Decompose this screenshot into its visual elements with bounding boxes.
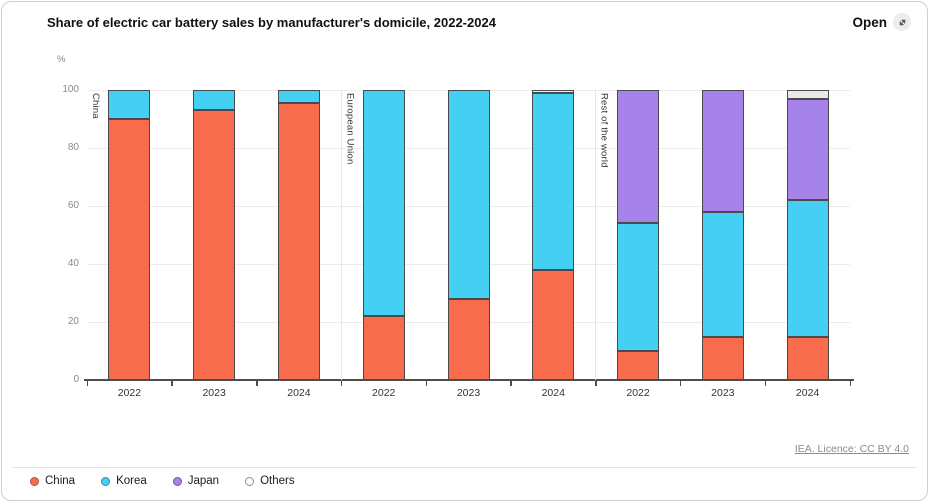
legend-item-korea[interactable]: Korea [101,475,147,487]
legend: China Korea Japan Others [30,475,295,487]
bar-segment[interactable] [193,110,236,380]
group-label: European Union [344,93,356,165]
plot-area: 0 20 40 60 80 100 China 2022 2023 2024 European Un… [62,84,854,399]
expand-diagonal-arrow-icon [893,13,911,31]
legend-item-japan[interactable]: Japan [172,475,220,487]
bar-segment[interactable] [532,90,575,93]
bar-segment[interactable] [277,90,320,104]
legend-label: China [45,475,76,487]
open-button-label: Open [852,14,887,30]
x-axis-tick [849,381,851,386]
x-tick-label: 2023 [711,387,735,399]
y-tick-label: 40 [67,258,79,269]
y-axis-unit-label: % [57,54,66,65]
bar-segment[interactable] [617,351,660,380]
y-tick-label: 20 [67,316,79,327]
bar-segment[interactable] [362,316,405,380]
group-separator [340,90,342,380]
bar-segment[interactable] [362,90,405,317]
gridline-100 [87,89,850,91]
bar-segment[interactable] [108,90,151,119]
bar-segment[interactable] [786,200,829,337]
bar-segment[interactable] [108,119,151,380]
x-axis-tick [256,381,258,386]
x-axis-tick [595,381,597,386]
bar-segment[interactable] [617,90,660,224]
chart-title: Share of electric car battery sales by m… [47,15,496,30]
x-axis-tick [679,381,682,386]
legend-dot-icon [245,476,255,486]
legend-label: Others [260,475,295,487]
footer-divider [12,467,917,468]
bar-segment[interactable] [701,336,744,380]
legend-dot-icon [30,476,39,486]
license-link[interactable]: IEA. Licence: CC BY 4.0 [794,443,909,455]
bar-segment[interactable] [193,90,236,111]
legend-dot-icon [172,476,182,486]
x-axis-tick [340,381,343,386]
bar-segment[interactable] [447,90,490,299]
x-axis-tick [764,381,767,386]
x-tick-label: 2022 [117,387,142,399]
bar-segment[interactable] [701,90,744,212]
legend-label: Japan [187,475,220,487]
y-tick-label: 60 [67,200,79,211]
bar-segment[interactable] [447,298,490,380]
x-tick-label: 2022 [626,387,650,399]
legend-dot-icon [101,476,111,486]
bar-segment[interactable] [701,211,744,337]
legend-label: Korea [116,475,147,487]
bar-segment[interactable] [277,103,320,380]
x-axis-line [84,379,854,381]
x-tick-label: 2022 [372,387,396,399]
group-label: China [90,93,101,119]
y-tick-label: 100 [62,84,79,95]
group-label: Rest of the world [598,93,610,168]
x-axis-tick [171,381,173,386]
x-axis-tick [86,381,88,386]
x-tick-label: 2023 [456,387,481,399]
bar-segment[interactable] [786,90,829,99]
y-tick-label: 0 [73,374,79,385]
x-tick-label: 2024 [287,387,311,399]
x-axis-tick [510,381,512,386]
bar-segment[interactable] [786,336,829,380]
bar-segment[interactable] [786,98,829,201]
x-tick-label: 2023 [202,387,226,399]
group-separator [595,90,597,380]
bar-segment[interactable] [532,92,575,270]
x-tick-label: 2024 [541,387,565,399]
legend-item-china[interactable]: China [30,475,75,487]
bar-segment[interactable] [617,223,660,351]
legend-item-others[interactable]: Others [245,475,295,487]
y-tick-label: 80 [67,142,79,153]
x-tick-label: 2024 [795,387,820,399]
bar-segment[interactable] [532,269,575,380]
open-button[interactable]: Open [852,13,911,31]
x-axis-tick [425,381,428,386]
